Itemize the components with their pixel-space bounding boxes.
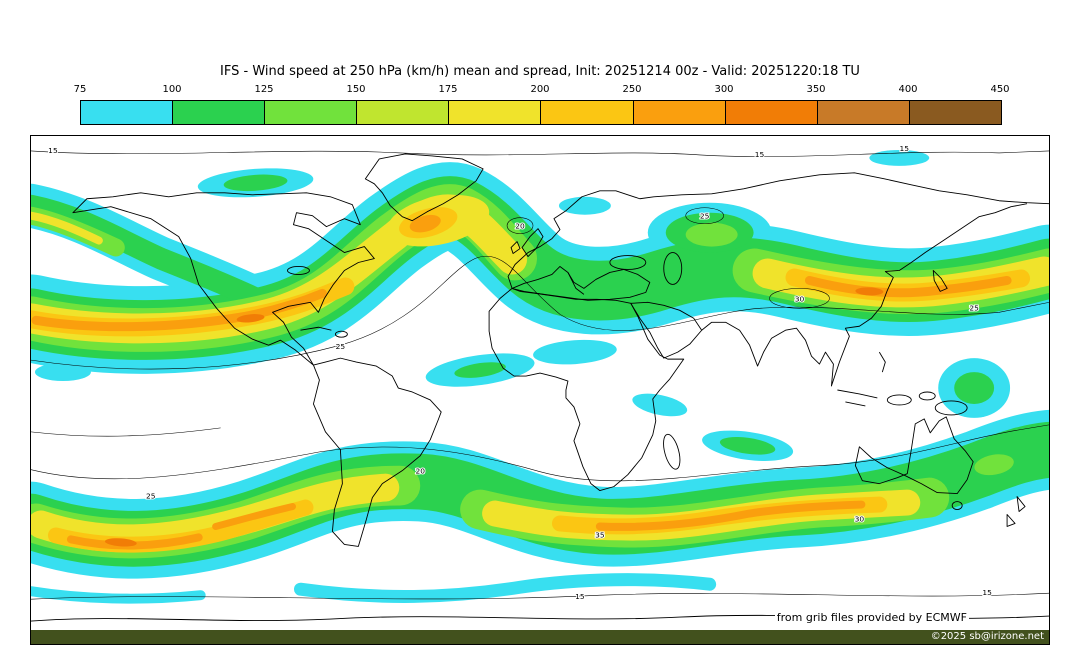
colorbar-segment-400-450	[908, 101, 1001, 124]
contour-label: 15	[575, 592, 585, 601]
contour-label: 15	[48, 146, 58, 155]
wind-band-300	[104, 287, 884, 547]
colorbar-segment-350-400	[816, 101, 909, 124]
colorbar-segment-100-125	[172, 101, 265, 124]
spread-contours	[31, 150, 1049, 600]
colorbar-segment-300-350	[724, 101, 817, 124]
contour-label: 30	[855, 514, 865, 523]
colorbar-tick-150: 150	[346, 84, 366, 95]
colorbar-segment-250-300	[632, 101, 725, 124]
contour-label: 20	[415, 467, 425, 476]
colorbar-tick-300: 300	[714, 84, 734, 95]
colorbar-tick-125: 125	[254, 84, 274, 95]
ecmwf-credit: from grib files provided by ECMWF	[774, 611, 969, 624]
copyright-text: ©2025 sb@irizone.net	[930, 631, 1044, 642]
contour-label: 30	[795, 294, 805, 303]
colorbar-ticks: 75 100 125 150 175 200 250 300 350 400 450	[74, 84, 1010, 97]
colorbar-segments	[80, 100, 1002, 125]
colorbar-segment-75-100	[81, 101, 173, 124]
colorbar-tick-400: 400	[898, 84, 918, 95]
page-title: IFS - Wind speed at 250 hPa (km/h) mean …	[220, 64, 860, 79]
colorbar-tick-100: 100	[162, 84, 182, 95]
colorbar-tick-350: 350	[806, 84, 826, 95]
colorbar-segment-150-175	[356, 101, 449, 124]
colorbar-segment-175-200	[448, 101, 541, 124]
colorbar-tick-175: 175	[438, 84, 458, 95]
contour-label: 25	[700, 212, 710, 221]
contour-label: 25	[336, 342, 346, 351]
colorbar-tick-75: 75	[73, 84, 87, 95]
contour-label: 25	[969, 303, 979, 312]
colorbar-tick-250: 250	[622, 84, 642, 95]
colorbar-segment-200-250	[540, 101, 633, 124]
contour-label: 15	[900, 144, 910, 153]
contour-label: 25	[146, 492, 156, 501]
contour-value-labels: 15 15 15 25 20 25 30 25 20 25 35 30 15 1…	[47, 143, 993, 602]
contour-label: 15	[755, 150, 765, 159]
contour-label: 20	[515, 222, 525, 231]
world-map: 15 15 15 25 20 25 30 25 20 25 35 30 15 1…	[31, 143, 1049, 622]
branding-strip: ©2025 sb@irizone.net	[31, 630, 1049, 644]
map-panel: 15 15 15 25 20 25 30 25 20 25 35 30 15 1…	[30, 135, 1050, 645]
colorbar-tick-450: 450	[990, 84, 1010, 95]
contour-label: 35	[595, 530, 605, 539]
colorbar-segment-125-150	[264, 101, 357, 124]
colorbar-tick-200: 200	[530, 84, 550, 95]
contour-label: 15	[982, 588, 992, 597]
